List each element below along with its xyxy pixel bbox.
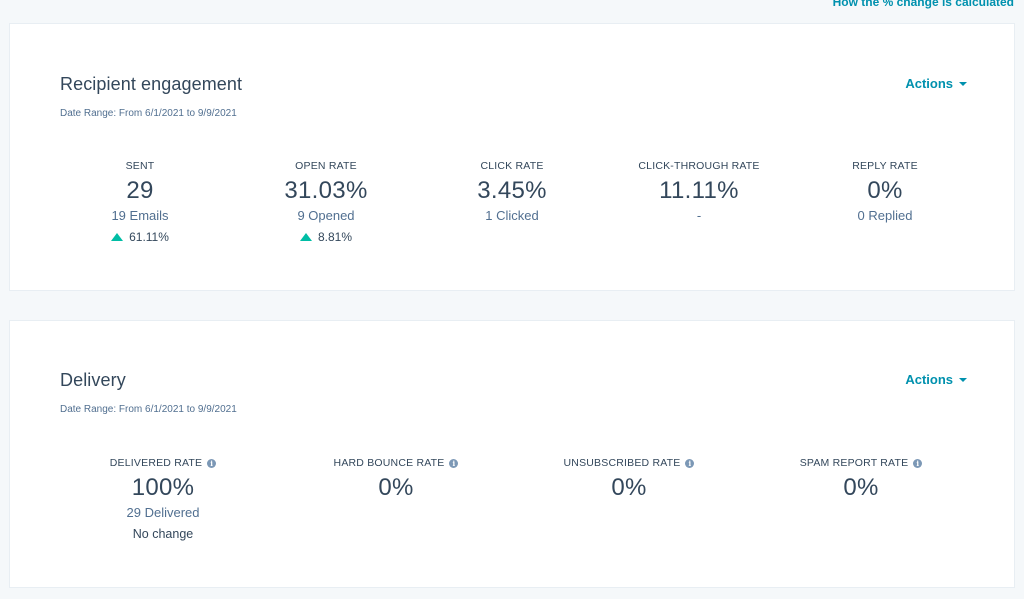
metric-label-row: SPAM REPORT RATE i xyxy=(761,456,961,470)
info-icon[interactable]: i xyxy=(207,458,217,468)
date-range: Date Range: From 6/1/2021 to 9/9/2021 xyxy=(60,108,237,119)
metric-value: 11.11% xyxy=(659,177,739,204)
actions-label: Actions xyxy=(905,372,953,387)
card-title: Recipient engagement xyxy=(60,74,243,94)
metric-sent: SENT 29 19 Emails 61.11% xyxy=(40,159,240,245)
info-icon[interactable]: i xyxy=(449,458,459,468)
metric-value: 100% xyxy=(131,474,195,501)
metric-change: No change xyxy=(132,527,194,541)
actions-label: Actions xyxy=(905,76,953,91)
metric-value: 3.45% xyxy=(477,177,547,204)
metric-hard-bounce-rate: HARD BOUNCE RATE i 0% xyxy=(296,456,496,502)
metric-label-row: UNSUBSCRIBED RATE i xyxy=(529,456,729,470)
metric-open-rate: OPEN RATE 31.03% 9 Opened 8.81% xyxy=(226,159,426,245)
metric-sub: 1 Clicked xyxy=(485,208,539,223)
percent-change-info-link[interactable]: How the % change is calculated xyxy=(832,0,1014,9)
actions-dropdown[interactable]: Actions xyxy=(905,76,967,91)
metric-click-rate: CLICK RATE 3.45% 1 Clicked xyxy=(412,159,612,225)
metric-label: UNSUBSCRIBED RATE xyxy=(563,457,681,469)
up-arrow-icon xyxy=(299,233,312,241)
metric-value: 0% xyxy=(843,474,879,501)
metric-reply-rate: REPLY RATE 0% 0 Replied xyxy=(785,159,985,225)
info-icon[interactable]: i xyxy=(685,458,695,468)
actions-dropdown[interactable]: Actions xyxy=(905,372,967,387)
metric-change: 61.11% xyxy=(40,229,240,245)
caret-down-icon xyxy=(959,378,967,382)
metric-label: CLICK RATE xyxy=(480,160,544,172)
metric-change-value: 8.81% xyxy=(317,230,353,244)
metric-sub: 29 Delivered xyxy=(126,505,200,520)
metric-label: OPEN RATE xyxy=(295,160,357,172)
metric-sub: - xyxy=(696,208,702,223)
metric-label: HARD BOUNCE RATE xyxy=(333,457,445,469)
metric-unsubscribed-rate: UNSUBSCRIBED RATE i 0% xyxy=(529,456,729,502)
metric-value: 0% xyxy=(611,474,647,501)
date-range: Date Range: From 6/1/2021 to 9/9/2021 xyxy=(60,404,237,415)
recipient-engagement-card: Recipient engagement Date Range: From 6/… xyxy=(9,23,1015,291)
metric-delivered-rate: DELIVERED RATE i 100% 29 Delivered No ch… xyxy=(63,456,263,542)
info-icon[interactable]: i xyxy=(913,458,923,468)
metric-sub: 0 Replied xyxy=(857,208,913,223)
metric-spam-report-rate: SPAM REPORT RATE i 0% xyxy=(761,456,961,502)
metric-sub: 19 Emails xyxy=(111,208,169,223)
delivery-card: Delivery Date Range: From 6/1/2021 to 9/… xyxy=(9,320,1015,588)
metric-change: 8.81% xyxy=(226,229,426,245)
metric-label-row: HARD BOUNCE RATE i xyxy=(296,456,496,470)
metric-click-through-rate: CLICK-THROUGH RATE 11.11% - xyxy=(599,159,799,225)
up-arrow-icon xyxy=(111,233,124,241)
metric-change-value: 61.11% xyxy=(129,230,169,244)
metric-label: CLICK-THROUGH RATE xyxy=(638,160,760,172)
metric-label: SPAM REPORT RATE xyxy=(799,457,909,469)
metric-value: 0% xyxy=(378,474,414,501)
metric-label-row: DELIVERED RATE i xyxy=(63,456,263,470)
metric-label: SENT xyxy=(125,160,155,172)
metric-value: 29 xyxy=(126,177,154,204)
caret-down-icon xyxy=(959,82,967,86)
metric-sub: 9 Opened xyxy=(297,208,355,223)
metric-value: 0% xyxy=(867,177,903,204)
card-title: Delivery xyxy=(60,370,126,390)
metric-label: REPLY RATE xyxy=(852,160,918,172)
metric-value: 31.03% xyxy=(284,177,368,204)
metric-label: DELIVERED RATE xyxy=(109,457,203,469)
